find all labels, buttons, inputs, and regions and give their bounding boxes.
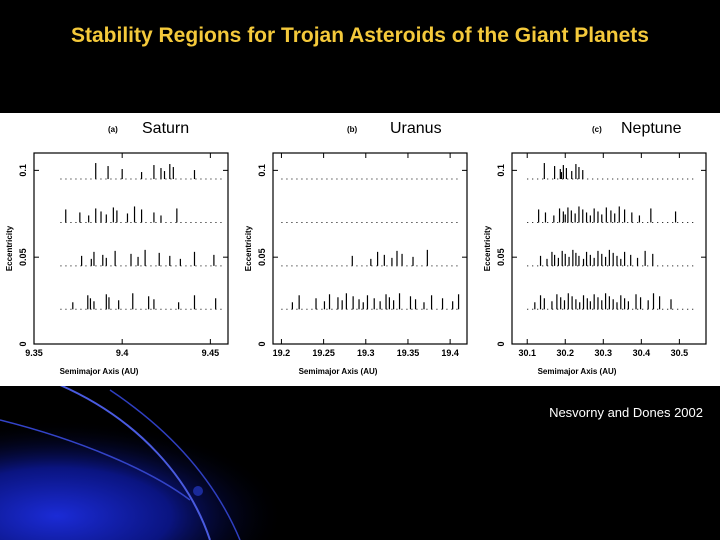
x-tick-label: 19.35	[397, 348, 420, 358]
y-tick-label: 0	[18, 341, 28, 346]
y-tick-label: 0.1	[18, 164, 28, 177]
panel-label-a: (a)	[108, 125, 118, 134]
slide-title: Stability Regions for Trojan Asteroids o…	[71, 24, 649, 47]
y-axis-label: Eccentricity	[244, 225, 253, 271]
planet-name-saturn: Saturn	[142, 120, 190, 137]
y-axis-label: Eccentricity	[483, 225, 492, 271]
y-tick-label: 0.1	[496, 164, 506, 177]
x-tick-label: 19.2	[273, 348, 291, 358]
x-tick-label: 30.4	[633, 348, 651, 358]
x-tick-label: 9.45	[202, 348, 220, 358]
y-tick-label: 0.1	[257, 164, 267, 177]
y-tick-label: 0	[496, 341, 506, 346]
x-tick-label: 19.25	[312, 348, 335, 358]
figure-panel: 9.35 9.4 9.45 0 0.05 0.1 Semimajor Axis (AU) Ec…	[0, 113, 720, 386]
y-axis-label: Eccentricity	[5, 225, 14, 271]
y-tick-label: 0.05	[18, 248, 28, 266]
plot-frame	[511, 152, 707, 345]
y-tick-label: 0	[257, 341, 267, 346]
y-tick-label: 0.05	[496, 248, 506, 266]
plot-frame	[272, 152, 468, 345]
planet-name-neptune: Neptune	[621, 120, 682, 137]
citation: Nesvorny and Dones 2002	[549, 405, 703, 420]
x-tick-label: 30.1	[518, 348, 536, 358]
x-axis-label: Semimajor Axis (AU)	[60, 367, 139, 376]
x-tick-label: 19.3	[357, 348, 375, 358]
y-tick-label: 0.05	[257, 248, 267, 266]
x-axis-label: Semimajor Axis (AU)	[299, 367, 378, 376]
panel-label-c: (c)	[592, 125, 602, 134]
x-tick-label: 9.35	[25, 348, 43, 358]
x-tick-label: 19.4	[441, 348, 459, 358]
x-tick-label: 30.3	[595, 348, 613, 358]
x-tick-label: 30.5	[671, 348, 689, 358]
x-axis-label: Semimajor Axis (AU)	[538, 367, 617, 376]
plot-frame	[33, 152, 229, 345]
stability-figure: 9.35 9.4 9.45 0 0.05 0.1 Semimajor Axis (AU) Ec…	[5, 152, 707, 376]
panel-label-b: (b)	[347, 125, 358, 134]
planet-name-uranus: Uranus	[390, 120, 442, 137]
x-tick-label: 30.2	[556, 348, 574, 358]
x-tick-label: 9.4	[116, 348, 129, 358]
